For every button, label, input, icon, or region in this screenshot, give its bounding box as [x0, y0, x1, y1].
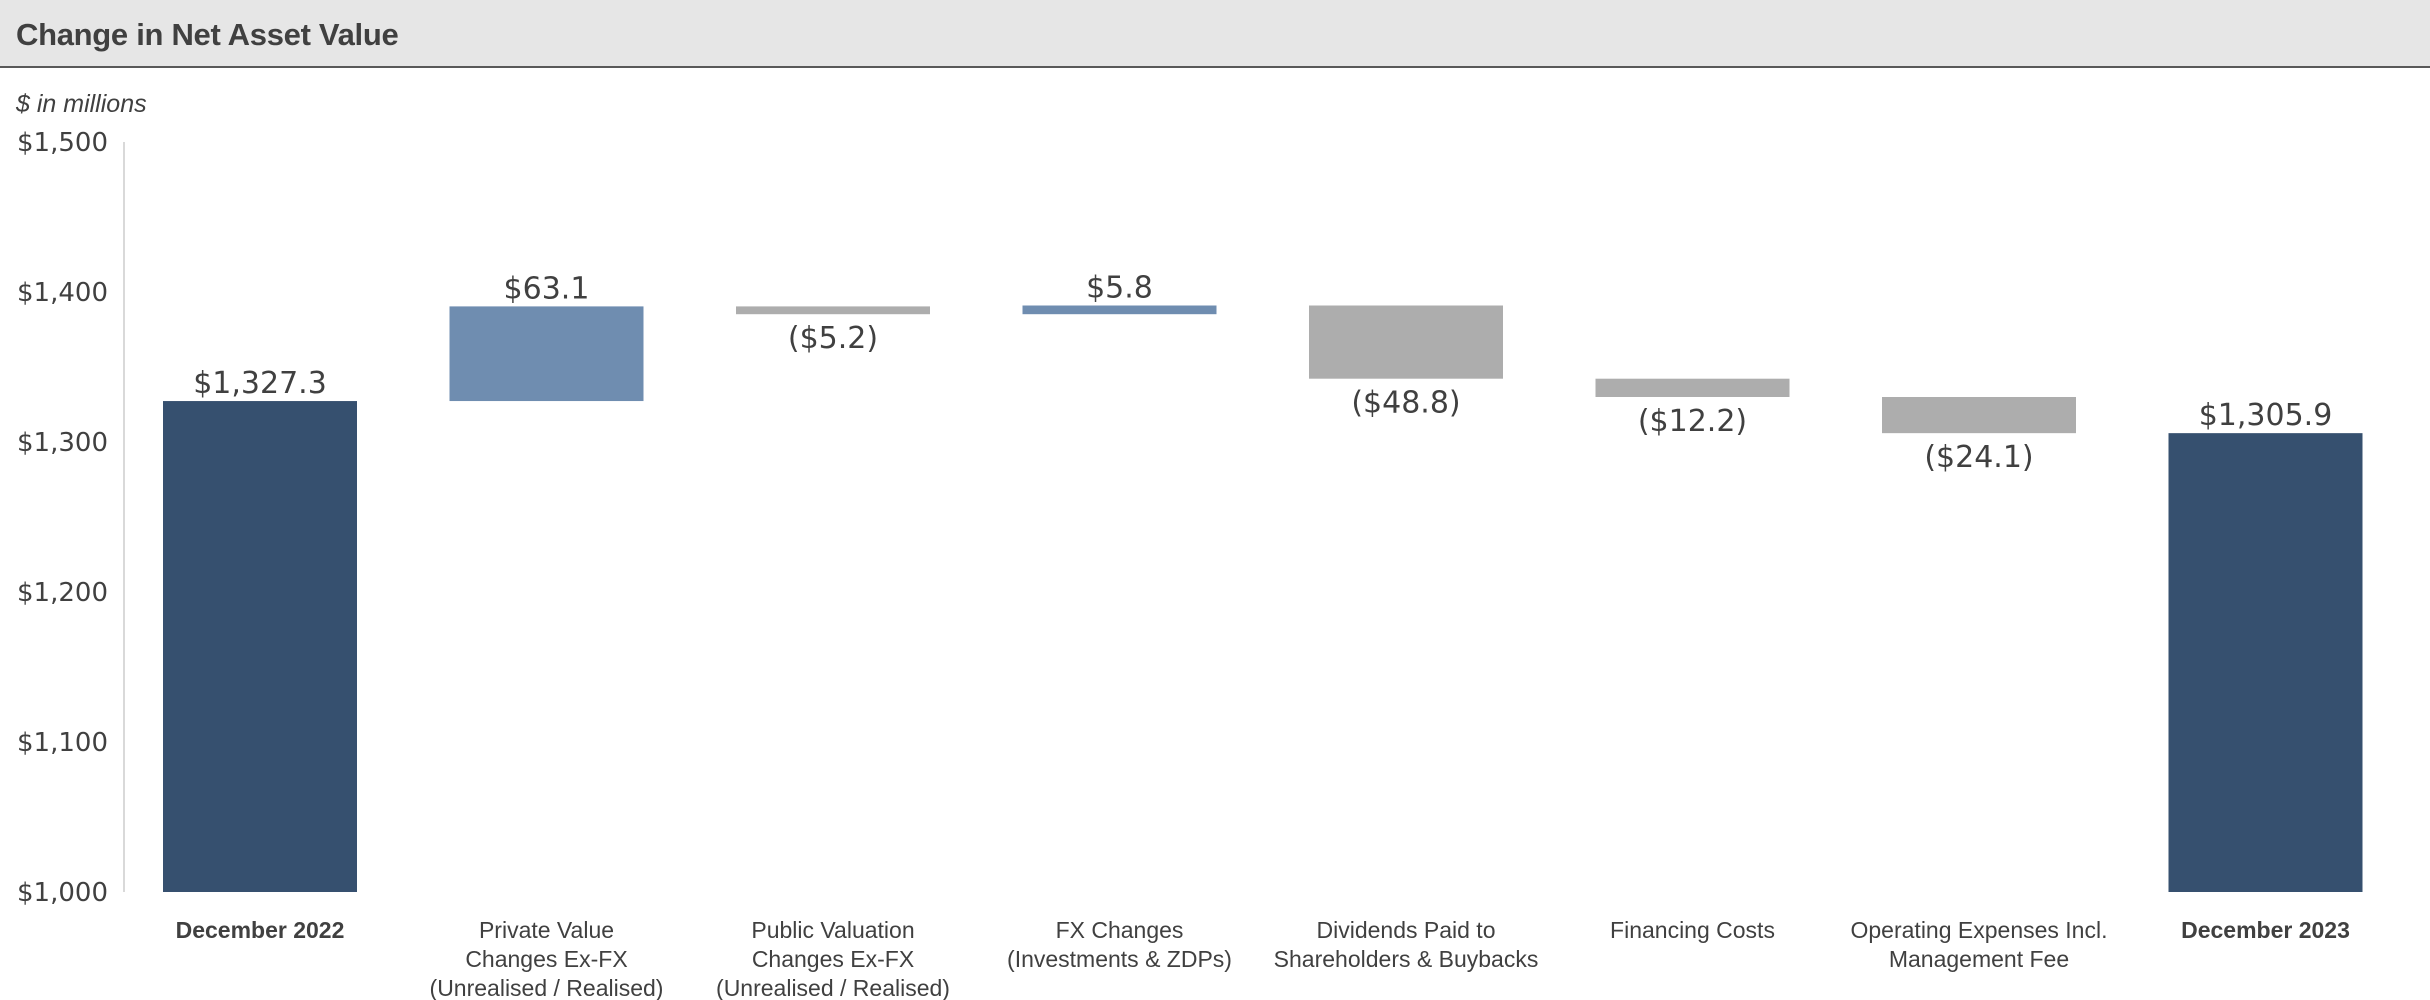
data-label: ($12.2) — [1638, 404, 1747, 439]
chart-header: Change in Net Asset Value — [0, 0, 2430, 68]
y-tick-label: $1,300 — [17, 428, 108, 458]
y-tick-label: $1,000 — [17, 878, 108, 908]
x-tick-label: Shareholders & Buybacks — [1274, 946, 1539, 972]
bar-decrease — [1309, 305, 1503, 379]
data-label: $5.8 — [1086, 271, 1153, 306]
x-tick-label: (Investments & ZDPs) — [1007, 946, 1232, 972]
data-label: $1,305.9 — [2199, 398, 2333, 433]
bar-increase — [1022, 305, 1217, 315]
y-tick-label: $1,400 — [17, 278, 108, 308]
bar-increase — [449, 306, 644, 402]
chart-title: Change in Net Asset Value — [16, 17, 399, 52]
bar-decrease — [1595, 378, 1790, 397]
x-tick-label: December 2023 — [2181, 917, 2350, 943]
x-tick-label: Dividends Paid to — [1317, 917, 1496, 943]
x-tick-label: FX Changes — [1056, 917, 1184, 943]
data-label: ($5.2) — [788, 321, 878, 356]
data-label: $1,327.3 — [193, 366, 327, 401]
data-label: $63.1 — [504, 271, 590, 306]
bar-total — [163, 401, 357, 892]
x-tick-label: December 2022 — [176, 917, 345, 943]
y-tick-label: $1,200 — [17, 578, 108, 608]
x-tick-label: Management Fee — [1889, 946, 2069, 972]
x-tick-label: Financing Costs — [1610, 917, 1775, 943]
units-label: $ in millions — [16, 90, 147, 118]
x-tick-label: Operating Expenses Incl. — [1851, 917, 2108, 943]
data-label: ($48.8) — [1351, 386, 1460, 421]
x-tick-label: (Unrealised / Realised) — [716, 975, 950, 1000]
bar-decrease — [736, 306, 930, 315]
x-tick-label: Changes Ex-FX — [465, 946, 627, 972]
y-tick-label: $1,500 — [17, 128, 108, 158]
bar-total — [2168, 433, 2363, 892]
data-label: ($24.1) — [1924, 440, 2033, 475]
y-tick-label: $1,100 — [17, 728, 108, 758]
x-tick-label: Public Valuation — [751, 917, 914, 943]
x-tick-label: Changes Ex-FX — [752, 946, 914, 972]
x-tick-label: (Unrealised / Realised) — [430, 975, 664, 1000]
bar-decrease — [1882, 397, 2076, 434]
x-tick-label: Private Value — [479, 917, 614, 943]
